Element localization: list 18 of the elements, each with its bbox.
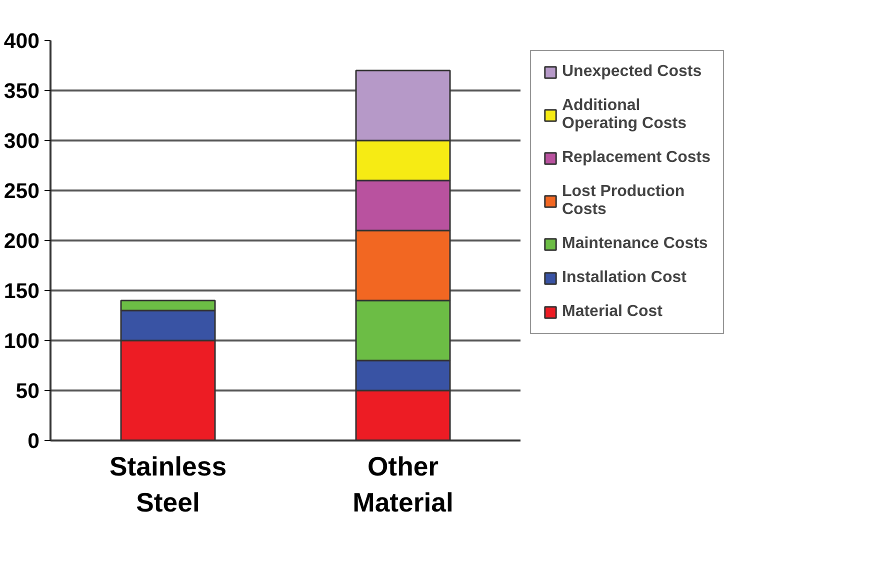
x-tick-label: Stainless Steel [109,452,227,518]
legend-label: Material Cost [562,303,662,321]
legend-label: Lost Production Costs [562,183,685,219]
legend-label: Unexpected Costs [562,63,702,81]
legend-label: Installation Cost [562,269,686,287]
y-tick-label: 300 [4,129,40,153]
y-tick-label: 400 [4,29,40,53]
x-tick-label: Other Material [352,452,454,518]
y-tick-label: 50 [16,379,40,403]
y-tick-label: 250 [4,179,40,203]
y-tick-label: 100 [4,329,40,353]
legend-label: Additional Operating Costs [562,97,686,133]
legend-label: Replacement Costs [562,149,710,167]
y-tick-label: 350 [4,79,40,103]
y-tick-label: 0 [28,429,40,453]
legend-label: Maintenance Costs [562,235,708,253]
y-tick-label: 150 [4,279,40,303]
y-tick-label: 200 [4,229,40,253]
